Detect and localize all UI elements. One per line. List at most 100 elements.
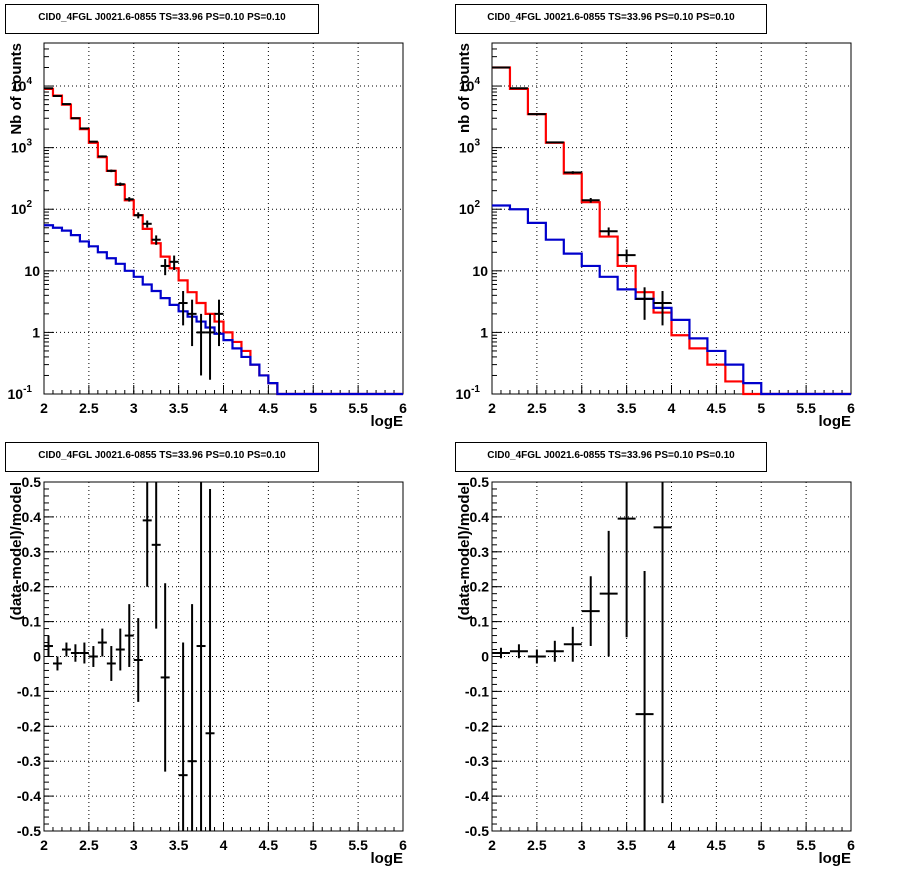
x-tick-label: 3 xyxy=(130,837,138,853)
data-point xyxy=(187,299,197,347)
x-tick-label: 6 xyxy=(399,400,407,416)
tick-labels: 2 2.5 3 3.5 4 4.5 5 5.5 6 10-1 1 10 102 103 104 xyxy=(8,76,408,416)
y-tick-label: -0.5 xyxy=(17,823,41,839)
data-point xyxy=(142,482,152,587)
pad-counts-left: 2 2.5 3 3.5 4 4.5 5 5.5 6 10-1 1 10 102 103 104 logE Nb … xyxy=(0,0,449,437)
x-tick-label: 2 xyxy=(488,400,496,416)
x-tick-label: 4 xyxy=(220,400,228,416)
data-point xyxy=(653,291,672,326)
data-point xyxy=(124,197,134,202)
data-point xyxy=(617,482,636,638)
y-tick-label: -0.2 xyxy=(465,718,489,734)
x-axis-label: logE xyxy=(819,850,852,867)
x-tick-label: 3 xyxy=(578,837,586,853)
y-tick-label: 104 xyxy=(11,76,33,94)
data-point xyxy=(214,299,224,347)
y-tick-label: 0.5 xyxy=(470,474,490,490)
y-axis-label: Nb of counts xyxy=(8,43,25,135)
y-tick-label: 0.2 xyxy=(470,579,490,595)
x-tick-label: 3.5 xyxy=(169,400,189,416)
y-tick-label: 10-1 xyxy=(8,384,33,402)
data-point xyxy=(97,155,107,158)
grid xyxy=(492,43,851,394)
data-point xyxy=(151,235,161,245)
data-point xyxy=(635,287,654,320)
data-point xyxy=(178,642,188,831)
data-point xyxy=(88,646,98,667)
x-axis-label: logE xyxy=(371,850,404,867)
data-point xyxy=(563,626,582,662)
data-point xyxy=(509,644,528,659)
y-tick-label: 0.3 xyxy=(470,544,490,560)
x-tick-label: 4.5 xyxy=(259,400,279,416)
chart-residuals-right: 2 2.5 3 3.5 4 4.5 5 5.5 6 -0.5 -0.4 -0.3 -0.2 -0.1 0 0.… xyxy=(456,474,855,867)
data-point xyxy=(97,628,107,657)
y-tick-label: -0.3 xyxy=(465,753,489,769)
data-point xyxy=(196,482,206,831)
histogram-line xyxy=(44,87,403,396)
y-tick-label: -0.4 xyxy=(465,788,489,804)
x-axis-label: logE xyxy=(819,413,852,430)
series-0 xyxy=(44,482,215,831)
chart-title: CID0_4FGL J0021.6-0855 TS=33.96 PS=0.10 … xyxy=(455,4,767,34)
y-tick-label: -0.5 xyxy=(465,823,489,839)
x-tick-label: 3 xyxy=(578,400,586,416)
series-0 xyxy=(44,87,403,396)
data-point xyxy=(205,488,215,831)
data-point xyxy=(635,570,654,831)
x-tick-label: 6 xyxy=(399,837,407,853)
x-tick-label: 4 xyxy=(668,837,676,853)
y-tick-label: 10-1 xyxy=(456,384,481,402)
data-point xyxy=(124,604,134,667)
data-point xyxy=(160,583,170,772)
tick-labels: 2 2.5 3 3.5 4 4.5 5 5.5 6 -0.5 -0.4 -0.3 -0.2 -0.1 0 0.… xyxy=(465,474,855,853)
y-tick-label: 102 xyxy=(459,199,481,217)
data-point xyxy=(599,227,618,236)
y-axis-label: (data-model)/model xyxy=(456,482,473,620)
grid xyxy=(44,43,403,394)
x-tick-label: 5.5 xyxy=(796,837,816,853)
data-point xyxy=(115,628,125,671)
x-tick-label: 4.5 xyxy=(259,837,279,853)
data-point xyxy=(79,642,89,664)
pad-residuals-right: 2 2.5 3 3.5 4 4.5 5 5.5 6 -0.5 -0.4 -0.3 -0.2 -0.1 0 0.… xyxy=(449,437,898,875)
data-point xyxy=(196,313,206,376)
y-tick-label: 0.4 xyxy=(22,509,42,525)
y-axis-label: nb of counts xyxy=(456,43,473,133)
tick-labels: 2 2.5 3 3.5 4 4.5 5 5.5 6 10-1 1 10 102 103 104 xyxy=(456,76,856,416)
series-1 xyxy=(44,224,403,396)
x-tick-label: 2.5 xyxy=(79,837,99,853)
x-tick-label: 5.5 xyxy=(348,400,368,416)
y-tick-label: 0 xyxy=(481,649,489,665)
y-tick-label: 10 xyxy=(472,263,488,279)
data-point xyxy=(70,117,80,120)
series-2 xyxy=(492,66,672,326)
chart-residuals-left: 2 2.5 3 3.5 4 4.5 5 5.5 6 -0.5 -0.4 -0.3 -0.2 -0.1 0 0.… xyxy=(8,474,407,867)
data-point xyxy=(599,530,618,657)
x-tick-label: 3 xyxy=(130,400,138,416)
x-tick-label: 2.5 xyxy=(527,837,547,853)
x-tick-label: 2 xyxy=(488,837,496,853)
y-tick-label: -0.2 xyxy=(17,718,41,734)
y-tick-label: -0.1 xyxy=(17,683,41,699)
x-tick-label: 6 xyxy=(847,837,855,853)
x-tick-label: 5 xyxy=(309,837,317,853)
data-point xyxy=(205,313,215,380)
data-point xyxy=(44,635,53,657)
x-tick-label: 4 xyxy=(220,837,228,853)
x-tick-label: 5 xyxy=(309,400,317,416)
data-point xyxy=(70,644,80,662)
y-tick-label: 104 xyxy=(459,76,481,94)
data-point xyxy=(115,182,125,186)
y-tick-label: 103 xyxy=(459,138,481,156)
x-tick-label: 3.5 xyxy=(169,837,189,853)
series-0 xyxy=(492,482,672,831)
y-tick-label: -0.3 xyxy=(17,753,41,769)
pad-residuals-left: 2 2.5 3 3.5 4 4.5 5 5.5 6 -0.5 -0.4 -0.3 -0.2 -0.1 0 0.… xyxy=(0,437,449,875)
y-axis-label: (data-model)/model xyxy=(8,482,25,620)
chart-counts-right: 2 2.5 3 3.5 4 4.5 5 5.5 6 10-1 1 10 102 103 104 logE nb … xyxy=(456,42,856,430)
y-tick-label: 10 xyxy=(24,263,40,279)
data-point xyxy=(563,171,582,174)
data-point xyxy=(151,482,161,629)
data-point xyxy=(509,87,528,90)
